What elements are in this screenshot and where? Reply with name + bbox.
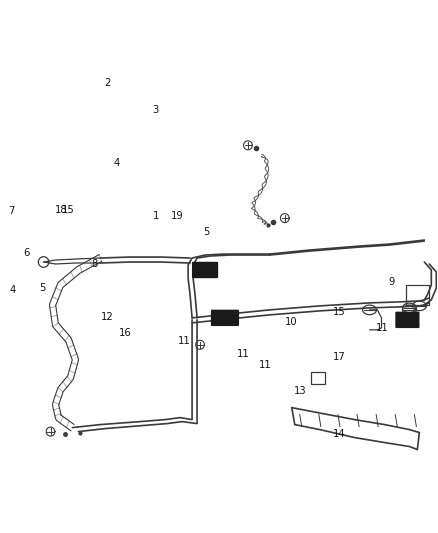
Text: 10: 10 <box>285 317 297 327</box>
Text: 8: 8 <box>92 259 98 269</box>
Text: 11: 11 <box>178 336 191 346</box>
Text: 14: 14 <box>333 429 346 439</box>
Text: 16: 16 <box>119 328 131 338</box>
Text: 12: 12 <box>101 312 114 322</box>
Text: 1: 1 <box>152 211 159 221</box>
Text: 5: 5 <box>203 227 209 237</box>
Text: 4: 4 <box>10 286 16 295</box>
Text: 11: 11 <box>376 322 389 333</box>
Text: 11: 11 <box>258 360 271 370</box>
Text: 17: 17 <box>333 352 346 362</box>
FancyBboxPatch shape <box>193 262 217 278</box>
Text: 6: 6 <box>24 248 30 258</box>
FancyBboxPatch shape <box>212 310 238 325</box>
FancyBboxPatch shape <box>396 312 419 327</box>
Text: 15: 15 <box>333 306 346 317</box>
Text: 18: 18 <box>55 205 67 215</box>
Text: 4: 4 <box>113 158 120 168</box>
Text: 19: 19 <box>171 211 184 221</box>
Text: 3: 3 <box>152 104 159 115</box>
Text: 2: 2 <box>105 78 111 88</box>
Text: 9: 9 <box>388 278 395 287</box>
Text: 11: 11 <box>237 349 249 359</box>
Text: 15: 15 <box>62 205 75 215</box>
Text: 13: 13 <box>293 386 306 397</box>
Text: 7: 7 <box>8 206 15 216</box>
FancyBboxPatch shape <box>311 372 325 384</box>
Text: 5: 5 <box>39 283 46 293</box>
